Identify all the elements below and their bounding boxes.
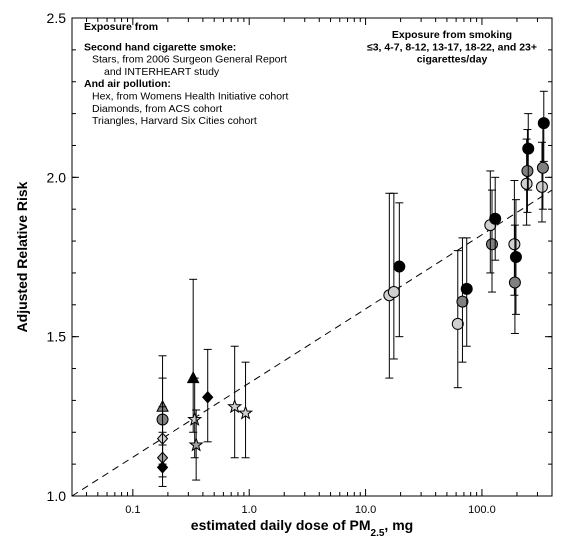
marker-circle — [489, 212, 502, 225]
y-tick-label: 1.5 — [47, 329, 67, 345]
marker-diamond — [202, 390, 214, 404]
annotation-right-line: Exposure from smoking — [392, 29, 512, 41]
trend-line-layer — [71, 189, 553, 497]
data-point-triangle — [186, 278, 200, 433]
marker-circle — [509, 251, 522, 263]
data-point-circle — [520, 138, 533, 226]
data-point-circle — [537, 90, 550, 162]
marker-circle — [521, 164, 534, 177]
marker-circle — [522, 142, 535, 155]
marker-triangle — [186, 371, 200, 384]
data-point-circle — [451, 250, 464, 389]
data-point-circle — [522, 113, 535, 191]
data-point-diamond — [156, 444, 169, 487]
marker-circle — [508, 238, 521, 251]
data-point-circle — [535, 141, 548, 223]
data-point-circle — [383, 192, 396, 379]
marker-circle — [393, 260, 406, 273]
marker-circle — [451, 317, 464, 330]
marker-circle — [485, 238, 498, 251]
marker-circle — [535, 180, 548, 193]
data-point-star — [227, 345, 243, 459]
annotation-left-line: Diamonds, from ACS cohort — [92, 103, 222, 115]
data-point-circle — [387, 192, 400, 360]
y-tick-label: 1.0 — [47, 488, 67, 504]
annotation-left-line: and INTERHEART study — [104, 66, 220, 78]
plot-area — [71, 17, 553, 497]
annotation-left-line: Second hand cigarette smoke: — [84, 41, 236, 53]
annotation-right-line: ≤3, 4-7, 8-12, 13-17, 18-22, and 23+ — [367, 41, 537, 53]
points-layer — [156, 90, 550, 487]
marker-star — [227, 398, 243, 414]
annotation-left-line: Exposure from — [84, 21, 158, 33]
marker-diamond — [156, 461, 169, 474]
data-point-circle — [508, 224, 521, 334]
marker-star — [188, 437, 204, 452]
marker-circle — [520, 177, 533, 190]
plot-frame — [71, 17, 553, 497]
annotation-right-line: cigarettes/day — [417, 54, 488, 66]
y-axis-label: Adjusted Relative Risk — [14, 181, 30, 332]
marker-star — [237, 405, 254, 420]
data-point-circle — [536, 125, 549, 210]
y-tick-label: 2.5 — [47, 10, 67, 26]
marker-circle — [387, 286, 400, 299]
data-point-star — [188, 409, 204, 481]
marker-circle — [537, 117, 550, 130]
trend-line — [71, 189, 553, 497]
marker-circle — [508, 276, 521, 289]
data-point-diamond — [202, 348, 214, 443]
annotation-layer: Exposure from Second hand cigarette smoke… — [84, 21, 537, 127]
data-point-circle — [460, 237, 473, 347]
data-point-star — [237, 361, 254, 459]
annotation-left-line: Triangles, Harvard Six Cities cohort — [92, 115, 257, 127]
marker-star — [187, 411, 203, 426]
data-point-circle — [521, 129, 534, 213]
x-axis-label: estimated daily dose of PM2.5, mg — [191, 517, 413, 539]
data-point-circle — [489, 176, 502, 261]
x-tick-label: 1.0 — [242, 504, 257, 516]
x-tick-label: 10.0 — [355, 504, 376, 516]
data-point-circle — [456, 237, 469, 363]
data-point-circle — [485, 189, 498, 293]
x-tick-label: 0.1 — [125, 504, 140, 516]
marker-circle — [460, 282, 473, 295]
marker-circle — [456, 295, 469, 308]
data-point-circle — [509, 199, 522, 315]
annotation-left-line: Hex, from Womens Health Initiative cohor… — [92, 91, 289, 103]
marker-circle — [536, 161, 549, 174]
annotation-left-line: And air pollution: — [84, 78, 171, 90]
annotation-left-line: Stars, from 2006 Surgeon General Report — [92, 54, 287, 66]
axis-layer: 0.1 1.0 10.0 100.0 1.0 1.5 2.0 2.5 estimated dai… — [14, 10, 552, 539]
data-point-circle — [393, 202, 406, 338]
x-tick-label: 100.0 — [468, 504, 496, 516]
y-tick-label: 2.0 — [47, 169, 67, 185]
